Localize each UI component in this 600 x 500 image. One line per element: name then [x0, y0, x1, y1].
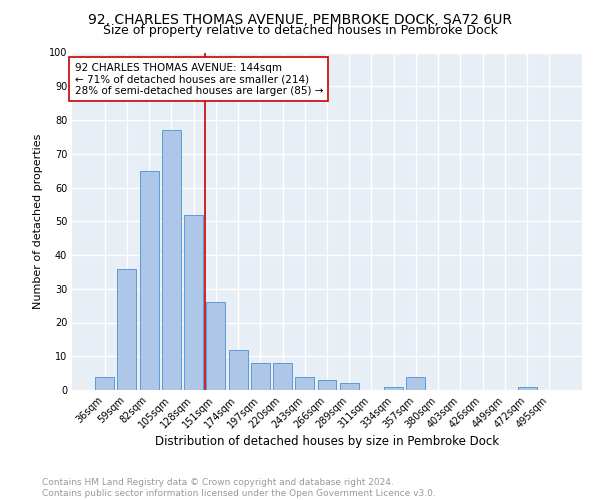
Text: 92 CHARLES THOMAS AVENUE: 144sqm
← 71% of detached houses are smaller (214)
28% : 92 CHARLES THOMAS AVENUE: 144sqm ← 71% o…: [74, 62, 323, 96]
Bar: [295, 376, 314, 390]
Bar: [340, 383, 359, 390]
Bar: [184, 214, 203, 390]
Bar: [118, 268, 136, 390]
Text: Size of property relative to detached houses in Pembroke Dock: Size of property relative to detached ho…: [103, 24, 497, 37]
X-axis label: Distribution of detached houses by size in Pembroke Dock: Distribution of detached houses by size …: [155, 436, 499, 448]
Bar: [206, 302, 225, 390]
Bar: [140, 170, 158, 390]
Text: 92, CHARLES THOMAS AVENUE, PEMBROKE DOCK, SA72 6UR: 92, CHARLES THOMAS AVENUE, PEMBROKE DOCK…: [88, 12, 512, 26]
Bar: [95, 376, 114, 390]
Bar: [317, 380, 337, 390]
Bar: [518, 386, 536, 390]
Bar: [406, 376, 425, 390]
Bar: [384, 386, 403, 390]
Text: Contains HM Land Registry data © Crown copyright and database right 2024.
Contai: Contains HM Land Registry data © Crown c…: [42, 478, 436, 498]
Y-axis label: Number of detached properties: Number of detached properties: [33, 134, 43, 309]
Bar: [229, 350, 248, 390]
Bar: [273, 363, 292, 390]
Bar: [251, 363, 270, 390]
Bar: [162, 130, 181, 390]
